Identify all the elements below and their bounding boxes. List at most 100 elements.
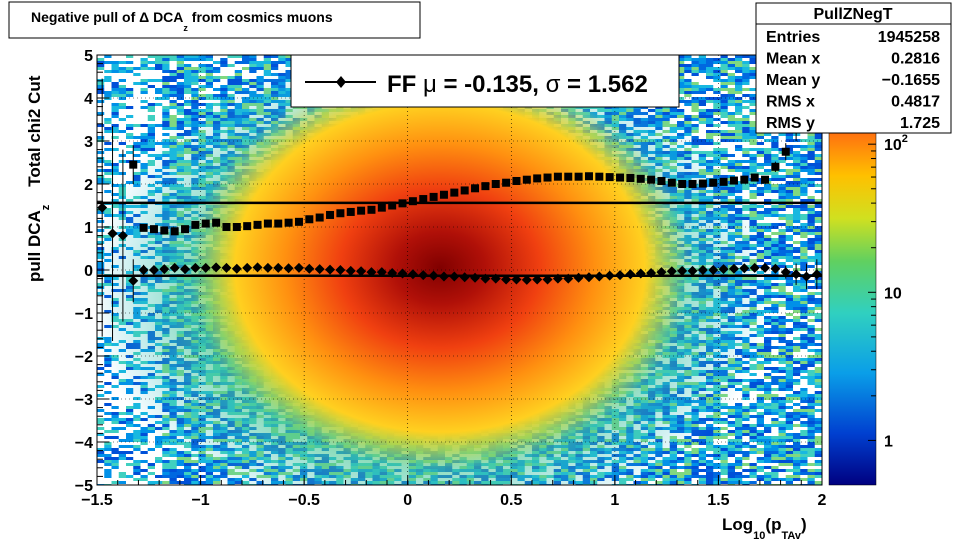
y-tick-label: 2 (84, 177, 93, 194)
sigma-point (502, 179, 510, 187)
sigma-point (616, 174, 624, 182)
y-tick-label: −5 (75, 478, 93, 495)
sigma-point (761, 176, 769, 184)
stats-label: RMS y (766, 115, 815, 132)
sigma-point (678, 180, 686, 188)
sigma-point (554, 173, 562, 181)
x-tick-label: −0.5 (288, 492, 320, 509)
sigma-point (544, 174, 552, 182)
y-tick-label: −3 (75, 392, 93, 409)
sigma-point (492, 180, 500, 188)
sigma-point (264, 220, 272, 228)
y-axis-label: pull DCAzTotal chi2 Cut (25, 75, 52, 282)
stats-label: RMS x (766, 94, 815, 111)
sigma-point (202, 220, 210, 228)
stats-value: 1945258 (878, 29, 940, 46)
sigma-point (689, 180, 697, 188)
y-tick-label: 0 (84, 263, 93, 280)
stats-value: 1.725 (900, 115, 940, 132)
y-tick-label: 1 (84, 220, 93, 237)
sigma-point (533, 174, 541, 182)
sigma-point (419, 195, 427, 203)
sigma-point (430, 193, 438, 201)
sigma-point (740, 176, 748, 184)
sigma-point (751, 174, 759, 182)
x-tick-label: 1.5 (707, 492, 729, 509)
sigma-point (150, 225, 158, 233)
sigma-point (668, 179, 676, 187)
sigma-point (295, 218, 303, 226)
sigma-point (450, 189, 458, 197)
sigma-point (699, 180, 707, 188)
sigma-point (222, 223, 230, 231)
sigma-point (440, 191, 448, 199)
sigma-point (626, 174, 634, 182)
stats-value: 0.4817 (891, 94, 940, 111)
sigma-point (730, 177, 738, 185)
sigma-point (191, 221, 199, 229)
sigma-point (140, 224, 148, 232)
stats-label: Entries (766, 29, 820, 46)
sigma-point (523, 176, 531, 184)
sigma-point (285, 219, 293, 227)
sigma-point (243, 222, 251, 230)
sigma-point (336, 209, 344, 217)
stats-name: PullZNegT (813, 6, 892, 23)
sigma-point (316, 214, 324, 222)
sigma-point (657, 177, 665, 185)
y-tick-label: 5 (84, 48, 93, 65)
sigma-point (471, 184, 479, 192)
sigma-point (181, 225, 189, 233)
sigma-point (564, 173, 572, 181)
stats-value: 0.2816 (891, 51, 940, 68)
sigma-point (461, 186, 469, 194)
x-tick-label: 0 (403, 492, 412, 509)
sigma-point (647, 176, 655, 184)
sigma-point (233, 223, 241, 231)
sigma-point (367, 206, 375, 214)
sigma-point (388, 202, 396, 210)
sigma-point (512, 177, 520, 185)
stats-box: PullZNegT Entries 1945258 Mean x 0.2816 Mean… (756, 3, 951, 133)
sigma-point (160, 226, 168, 234)
stats-value: −0.1655 (882, 72, 940, 89)
title-box: Negative pull of Δ DCAz from cosmics muo… (9, 2, 420, 38)
sigma-point (595, 173, 603, 181)
y-tick-label: −4 (75, 435, 93, 452)
sigma-point (399, 199, 407, 207)
x-tick-label: 2 (818, 492, 827, 509)
sigma-point (606, 173, 614, 181)
sigma-point (637, 175, 645, 183)
x-tick-label: −1 (191, 492, 209, 509)
y-tick-label: −1 (75, 306, 93, 323)
sigma-point (771, 162, 779, 172)
sigma-point (378, 204, 386, 212)
stats-label: Mean y (766, 72, 820, 89)
sigma-point (709, 179, 717, 187)
sigma-point (357, 207, 365, 215)
sigma-point (254, 221, 262, 229)
sigma-point (481, 182, 489, 190)
legend-label: FF μ = -0.135, σ = 1.562 (387, 71, 648, 98)
sigma-point (274, 220, 282, 228)
legend: FF μ = -0.135, σ = 1.562 (291, 55, 679, 107)
sigma-point (326, 211, 334, 219)
y-tick-label: 3 (84, 134, 93, 151)
sigma-point (171, 227, 179, 235)
sigma-point (575, 173, 583, 181)
x-tick-label: 0.5 (500, 492, 522, 509)
colorbar-tick-label: 1 (884, 433, 893, 450)
x-axis-label: Log10(pTAv) (722, 515, 807, 539)
colorbar-tick-label: 102 (884, 133, 908, 154)
sigma-point (585, 172, 593, 180)
y-tick-label: 4 (84, 91, 93, 108)
x-tick-label: 1 (610, 492, 619, 509)
y-tick-label: −2 (75, 349, 93, 366)
sigma-point (720, 178, 728, 186)
sigma-point (212, 219, 220, 227)
sigma-point (409, 197, 417, 205)
plot-area (90, 40, 822, 539)
stats-label: Mean x (766, 51, 820, 68)
colorbar-tick-label: 10 (884, 285, 902, 302)
